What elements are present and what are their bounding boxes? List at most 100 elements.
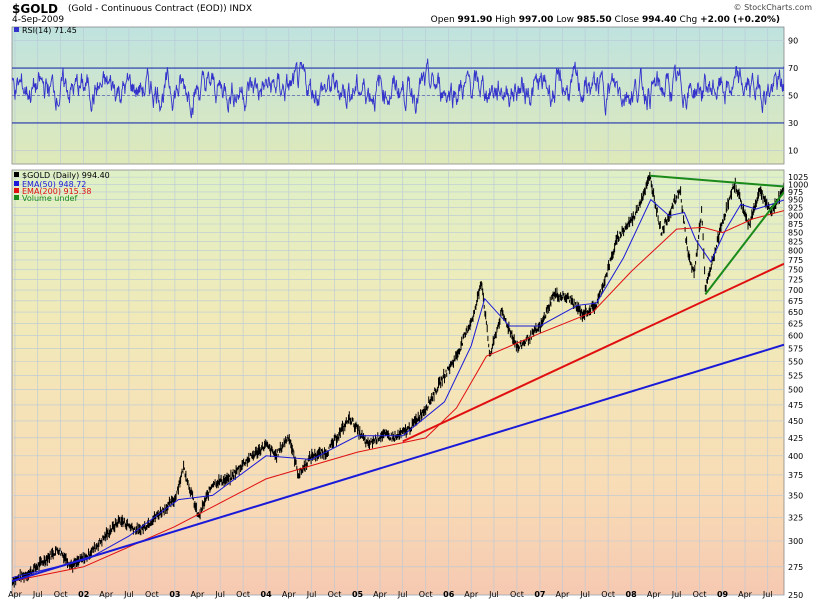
brand-watermark: © StockCharts.com [733,3,812,12]
x-tick-label: Oct [328,590,342,599]
high-value: 997.00 [518,15,554,25]
price-legend-swatch [14,188,19,193]
price-tick-label: 550 [788,357,803,366]
price-tick-label: 975 [788,188,803,197]
price-tick-label: 375 [788,471,803,480]
price-tick-label: 325 [788,513,803,522]
price-legend-label: EMA(50) 948.72 [22,180,86,189]
price-tick-label: 1025 [788,173,808,182]
x-tick-label: Jul [397,590,408,599]
price-tick-label: 250 [788,591,803,599]
price-tick-label: 425 [788,434,803,443]
price-tick-label: 625 [788,320,803,329]
x-tick-label: 09 [717,590,729,599]
price-tick-label: 400 [788,452,803,461]
price-tick-label: 875 [788,220,803,229]
price-legend-label: Volume undef [22,194,77,203]
x-tick-label: Jul [214,590,225,599]
x-tick-label: Oct [145,590,159,599]
price-tick-label: 700 [788,286,803,295]
x-tick-label: Jul [306,590,317,599]
price-tick-label: 275 [788,563,803,572]
x-tick-label: Oct [236,590,250,599]
price-tick-label: 925 [788,204,803,213]
x-tick-label: Jul [762,590,773,599]
price-tick-label: 1000 [788,180,808,189]
chart-description: (Gold - Continuous Contract (EOD)) INDX [68,4,253,14]
rsi-line [12,58,784,119]
rsi-tick-label: 30 [788,119,798,128]
quote-summary: Open 991.90 High 997.00 Low 985.50 Close… [430,15,780,25]
chart-date: 4-Sep-2009 [12,15,65,25]
price-tick-label: 825 [788,237,803,246]
ema50-line [12,198,784,579]
x-tick-label: 08 [626,590,638,599]
price-legend-swatch [14,181,19,186]
price-bars [12,171,784,588]
price-tick-label: 675 [788,297,803,306]
price-plot [12,171,784,588]
low-value: 985.50 [576,15,612,25]
close-value: 994.40 [641,15,677,25]
x-tick-label: Oct [601,590,615,599]
x-tick-label: 06 [443,590,455,599]
x-tick-label: Apr [99,590,114,599]
price-tick-label: 300 [788,537,803,546]
x-tick-label: Oct [54,590,68,599]
price-tick-label: 450 [788,417,803,426]
price-tick-label: 525 [788,371,803,380]
price-tick-label: 750 [788,266,803,275]
x-tick-label: Apr [647,590,662,599]
rsi-legend-label: RSI(14) 71.45 [22,26,77,35]
x-tick-label: 04 [261,590,273,599]
rsi-tick-label: 70 [788,64,798,73]
price-tick-label: 725 [788,276,803,285]
rsi-legend-swatch [14,27,19,32]
trend-line-red [402,262,784,443]
price-tick-label: 800 [788,247,803,256]
x-tick-label: Apr [190,590,205,599]
x-tick-label: Oct [419,590,433,599]
price-tick-label: 575 [788,344,803,353]
price-tick-label: 950 [788,196,803,205]
price-legend-label: EMA(200) 915.38 [22,187,91,196]
price-tick-label: 650 [788,308,803,317]
x-tick-label: 05 [352,590,364,599]
x-tick-label: Oct [510,590,524,599]
chart-symbol: $GOLD [12,2,59,16]
x-tick-label: Oct [693,590,707,599]
rsi-tick-label: 90 [788,37,798,46]
price-legend-swatch [14,172,19,177]
price-legend-swatch [14,195,19,200]
x-tick-label: Jul [671,590,682,599]
x-tick-label: Apr [8,590,23,599]
x-tick-label: Jul [488,590,499,599]
price-tick-label: 500 [788,386,803,395]
chg-value: +2.00 (+0.20%) [700,15,780,25]
x-tick-label: 03 [169,590,180,599]
price-tick-label: 600 [788,332,803,341]
price-tick-label: 900 [788,212,803,221]
x-tick-label: Apr [282,590,297,599]
x-tick-label: Apr [464,590,479,599]
rsi-tick-label: 10 [788,146,798,155]
rsi-tick-label: 50 [788,92,798,101]
x-tick-label: Apr [738,590,753,599]
price-panel [11,169,785,596]
price-tick-label: 850 [788,229,803,238]
x-tick-label: Jul [123,590,134,599]
ema200-line [12,210,784,582]
price-tick-label: 350 [788,491,803,500]
price-tick-label: 775 [788,256,803,265]
price-tick-label: 475 [788,401,803,410]
legend: RSI(14) 71.45 $GOLD (Daily) 994.40EMA(50)… [14,26,110,203]
trend-line-green [704,191,784,295]
price-legend-label: $GOLD (Daily) 994.40 [22,171,110,180]
rsi-plot [12,58,784,119]
x-tick-label: Jul [579,590,590,599]
x-tick-label: Jul [32,590,43,599]
trend-line-green [650,174,784,188]
x-tick-label: Apr [555,590,570,599]
open-value: 991.90 [457,15,493,25]
